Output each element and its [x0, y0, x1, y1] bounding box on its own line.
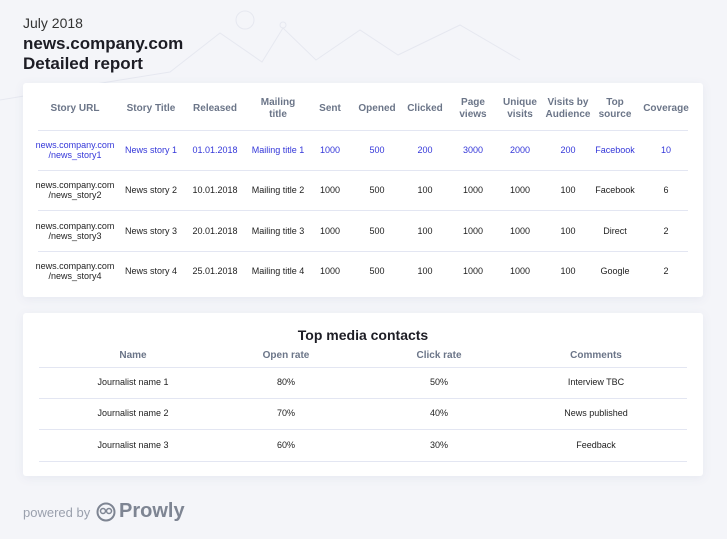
media-contacts-table: Top media contacts Name Open rate Click ra… [23, 313, 703, 476]
row-divider [38, 170, 688, 171]
table-cell: 1000 [319, 226, 341, 236]
table-cell: News story 4 [124, 266, 178, 276]
column-header: Name [119, 350, 147, 361]
brand-name: Prowly [119, 500, 185, 522]
report-month: July 2018 [23, 15, 83, 31]
table-cell: 500 [369, 226, 385, 236]
column-header: Click rate [416, 350, 462, 361]
story-url-link[interactable]: news.company.com /news_story1 [35, 140, 115, 160]
column-header: Page views [459, 97, 487, 120]
column-header: Unique visits [503, 97, 537, 120]
column-header: Mailing title [260, 97, 296, 120]
table-cell: Mailing title 1 [251, 145, 305, 155]
table-cell: 1000 [509, 226, 531, 236]
background-decoration [0, 10, 521, 101]
table-cell: 500 [369, 185, 385, 195]
site-name: news.company.com [23, 34, 184, 53]
column-header: Clicked [407, 103, 443, 114]
column-header: Coverage [643, 103, 689, 114]
table-cell: Mailing title 2 [251, 185, 305, 195]
table-cell: 80% [276, 377, 296, 387]
table-cell: 100 [560, 266, 576, 276]
column-header: Open rate [262, 350, 310, 361]
column-header: Top source [598, 97, 632, 120]
table-cell: 100 [417, 266, 433, 276]
row-divider [39, 367, 687, 368]
table-cell: News published [564, 408, 628, 418]
table-cell: Journalist name 3 [97, 440, 169, 450]
row-divider [38, 130, 688, 131]
row-divider [38, 251, 688, 252]
table-cell: 1000 [509, 266, 531, 276]
table-cell: Direct [603, 226, 627, 236]
table-cell: 500 [369, 266, 385, 276]
table-cell: 25.01.2018 [192, 266, 238, 276]
table-cell: 1000 [462, 226, 484, 236]
table-cell: 40% [429, 408, 449, 418]
owl-icon [96, 502, 116, 521]
table-cell: 1000 [319, 185, 341, 195]
table-cell: 6 [663, 185, 669, 195]
table-cell: News story 2 [124, 185, 178, 195]
table-cell: 3000 [462, 145, 484, 155]
table-cell: 30% [429, 440, 449, 450]
row-divider [39, 461, 687, 462]
table-cell: Facebook [595, 185, 635, 195]
table-cell: 1000 [509, 185, 531, 195]
table-cell: News story 3 [124, 226, 178, 236]
table-cell: 200 [560, 145, 576, 155]
table-cell: 10 [660, 145, 672, 155]
table-cell: Feedback [576, 440, 616, 450]
row-divider [39, 398, 687, 399]
table-cell: 1000 [462, 266, 484, 276]
table-cell: 100 [417, 185, 433, 195]
table-cell: 500 [369, 145, 385, 155]
report-subtitle: Detailed report [23, 54, 143, 73]
column-header: Opened [358, 103, 396, 114]
table-cell: 2 [663, 226, 669, 236]
story-url-link[interactable]: news.company.com /news_story3 [35, 221, 115, 241]
table-cell: 100 [417, 226, 433, 236]
table-cell: Journalist name 2 [97, 408, 169, 418]
table-cell: 1000 [319, 145, 341, 155]
table-cell: News story 1 [124, 145, 178, 155]
table-cell: 10.01.2018 [192, 185, 238, 195]
column-header: Sent [319, 103, 341, 114]
column-header: Comments [570, 350, 622, 361]
table-cell: Journalist name 1 [97, 377, 169, 387]
table-cell: 1000 [319, 266, 341, 276]
column-header: Visits by Audience [545, 97, 591, 120]
table-cell: Interview TBC [567, 377, 625, 387]
table-cell: 2000 [509, 145, 531, 155]
stories-table: Story URL Story Title Released Mailing titl… [23, 83, 703, 297]
table-cell: 70% [276, 408, 296, 418]
powered-by-label: powered by [23, 505, 91, 520]
row-divider [39, 429, 687, 430]
table-cell: 20.01.2018 [192, 226, 238, 236]
table-cell: Facebook [595, 145, 635, 155]
table-cell: 01.01.2018 [192, 145, 238, 155]
column-header: Released [193, 103, 237, 114]
story-url-link[interactable]: news.company.com /news_story2 [35, 180, 115, 200]
table-cell: 200 [417, 145, 433, 155]
table-cell: Mailing title 4 [251, 266, 305, 276]
report-title: news.company.com Detailed report [23, 34, 183, 74]
table-cell: Mailing title 3 [251, 226, 305, 236]
table-cell: 50% [429, 377, 449, 387]
table-cell: 2 [663, 266, 669, 276]
prowly-logo: Prowly [96, 500, 185, 523]
column-header: Story URL [50, 103, 100, 114]
column-header: Story Title [126, 103, 176, 114]
table-cell: 100 [560, 185, 576, 195]
table-cell: 100 [560, 226, 576, 236]
story-url-link[interactable]: news.company.com /news_story4 [35, 261, 115, 281]
table-cell: 1000 [462, 185, 484, 195]
row-divider [38, 210, 688, 211]
media-contacts-title: Top media contacts [297, 327, 429, 343]
table-cell: Google [600, 266, 630, 276]
table-cell: 60% [276, 440, 296, 450]
